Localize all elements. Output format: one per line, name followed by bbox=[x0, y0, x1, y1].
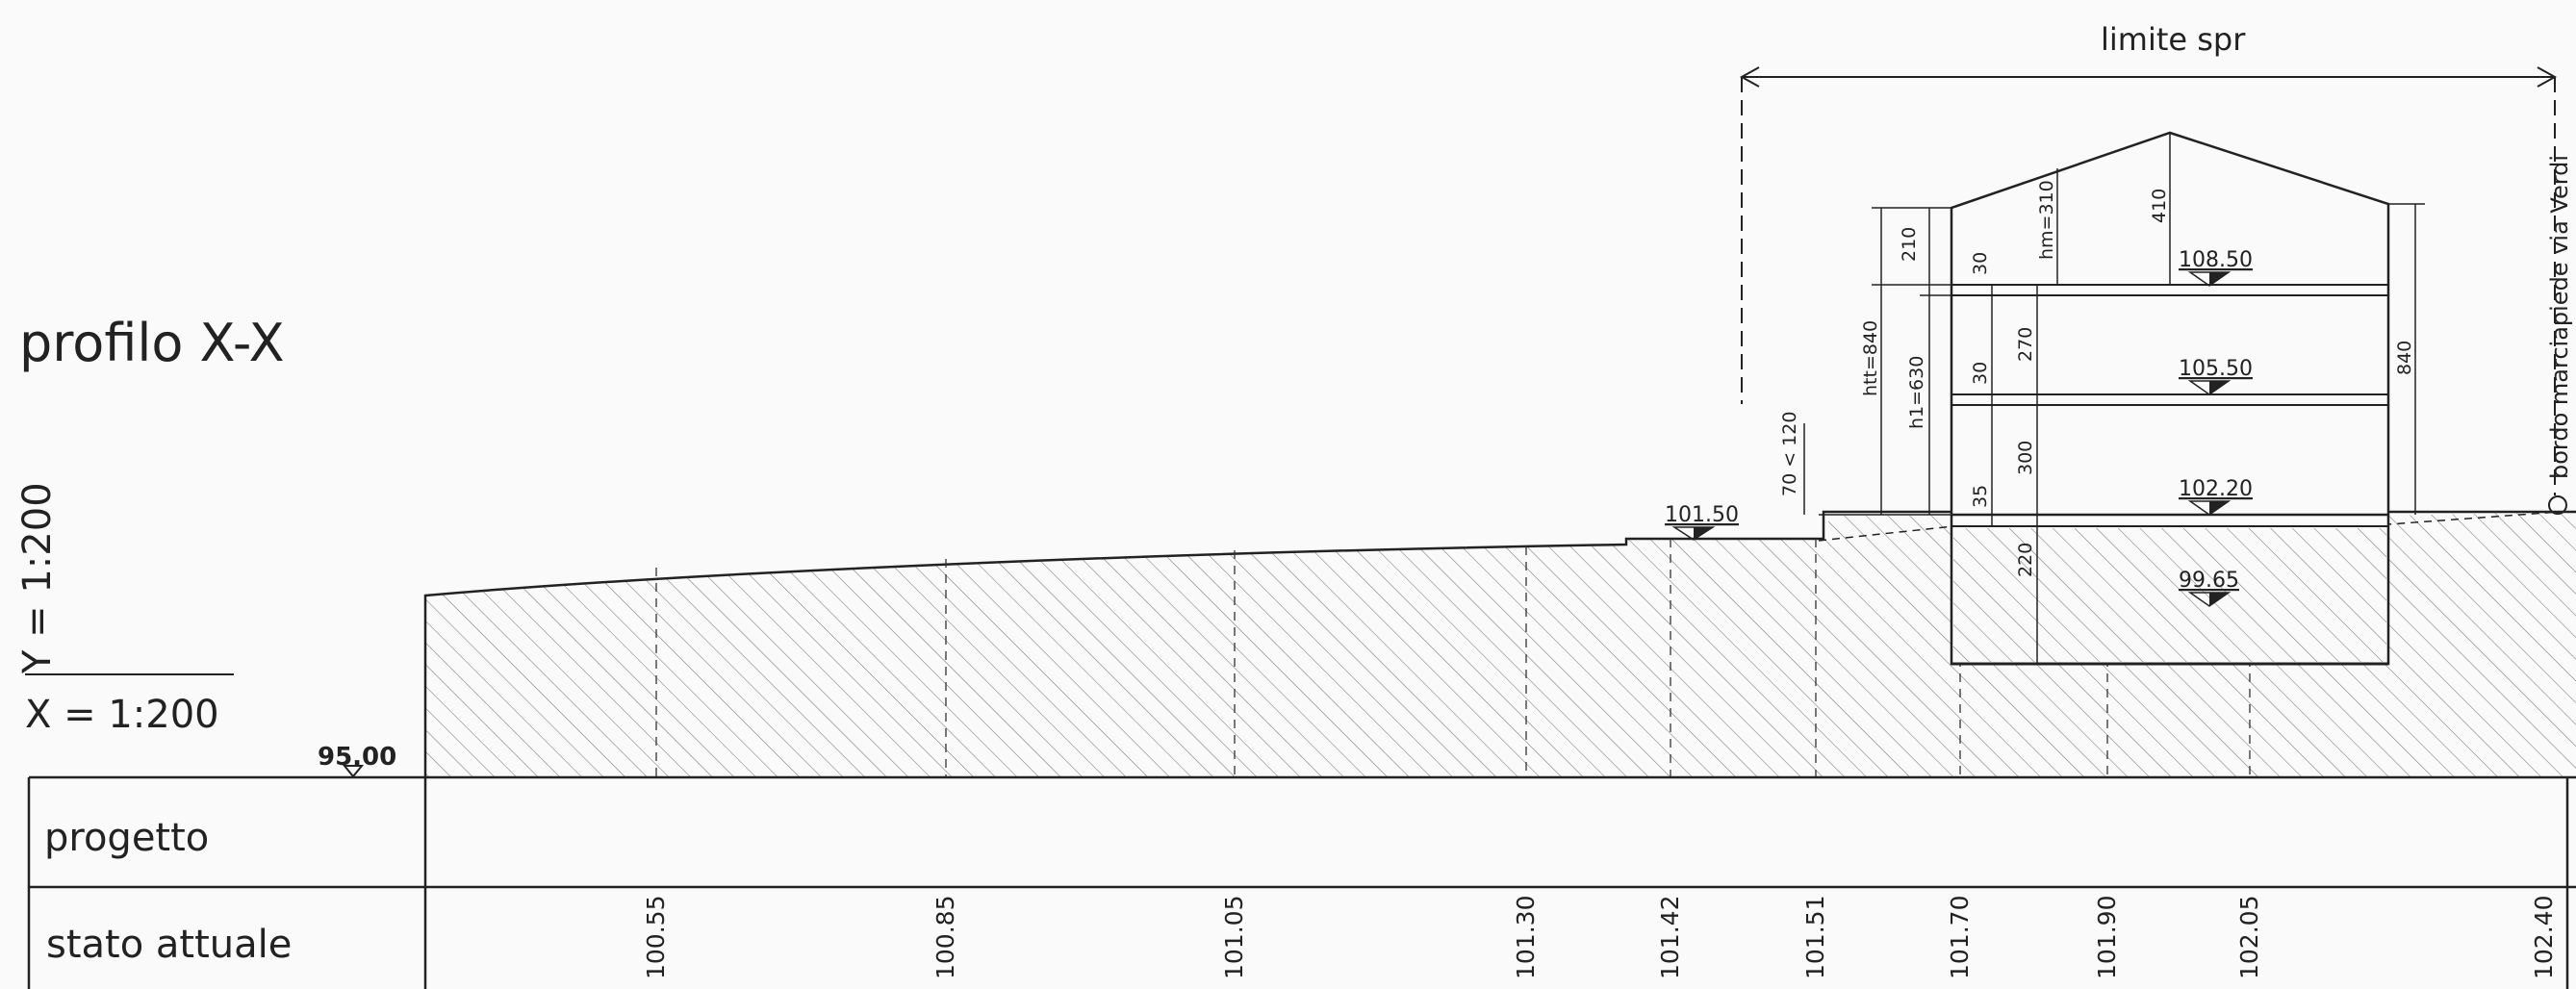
stato-value: 101.30 bbox=[1512, 896, 1540, 979]
stato-value: 100.55 bbox=[642, 896, 670, 979]
stato-value: 100.85 bbox=[931, 896, 959, 979]
row-label-progetto: progetto bbox=[44, 816, 209, 860]
dim-220: 220 bbox=[2015, 543, 2036, 577]
street-edge-label: bordo marciapiede via Verdi bbox=[2546, 155, 2573, 479]
stato-value: 101.70 bbox=[1946, 896, 1974, 979]
datum-marker-icon bbox=[342, 765, 365, 778]
dim-hm: hm=310 bbox=[2036, 180, 2057, 260]
basement-hatch bbox=[1953, 528, 2386, 662]
scale-y-label: Y = 1:200 bbox=[15, 482, 60, 674]
dim-300: 300 bbox=[2015, 441, 2036, 475]
street-edge-marker-icon bbox=[2548, 495, 2567, 515]
stato-value: 102.05 bbox=[2235, 896, 2263, 979]
terrain-profile-line bbox=[423, 510, 2576, 777]
datum-label: 95.00 bbox=[318, 743, 396, 772]
data-table bbox=[27, 775, 2576, 989]
stato-value: 101.42 bbox=[1656, 896, 1684, 979]
level-101-50: 101.50 bbox=[1665, 503, 1739, 527]
dimension-lines bbox=[1803, 133, 2425, 664]
limit-label: limite spr bbox=[2101, 21, 2246, 58]
dim-30-mid: 30 bbox=[1970, 362, 1991, 385]
dim-30-top: 30 bbox=[1970, 252, 1991, 275]
dim-htt: htt=840 bbox=[1860, 320, 1881, 396]
scale-x-label: X = 1:200 bbox=[25, 693, 219, 737]
dim-410: 410 bbox=[2149, 189, 2170, 223]
level-102-20: 102.20 bbox=[2179, 477, 2253, 501]
dim-35: 35 bbox=[1970, 485, 1991, 508]
level-105-50: 105.50 bbox=[2179, 357, 2253, 381]
dimension-labels: 210 30 hm=310 410 270 30 300 35 220 htt=… bbox=[1779, 180, 2415, 577]
level-108-50: 108.50 bbox=[2179, 248, 2253, 272]
dim-h1: h1=630 bbox=[1906, 356, 1927, 429]
dim-840: 840 bbox=[2394, 341, 2415, 375]
terrain-section bbox=[425, 512, 2576, 777]
row-label-stato-attuale: stato attuale bbox=[46, 923, 292, 967]
profile-title: profilo X-X bbox=[19, 313, 285, 373]
stato-value: 102.40 bbox=[2530, 896, 2558, 979]
stato-value: 101.05 bbox=[1220, 896, 1248, 979]
level-markers: 108.50 105.50 102.20 99.65 101.50 bbox=[1665, 248, 2253, 607]
stato-value: 101.90 bbox=[2093, 896, 2121, 979]
dim-270: 270 bbox=[2015, 327, 2036, 362]
level-99-65: 99.65 bbox=[2179, 569, 2239, 593]
stato-attuale-values: 100.55 100.85 101.05 101.30 101.42 101.5… bbox=[642, 896, 2558, 979]
dim-210: 210 bbox=[1899, 227, 1920, 262]
dim-70-120: 70 < 120 bbox=[1779, 412, 1800, 496]
stato-value: 101.51 bbox=[1801, 896, 1829, 979]
